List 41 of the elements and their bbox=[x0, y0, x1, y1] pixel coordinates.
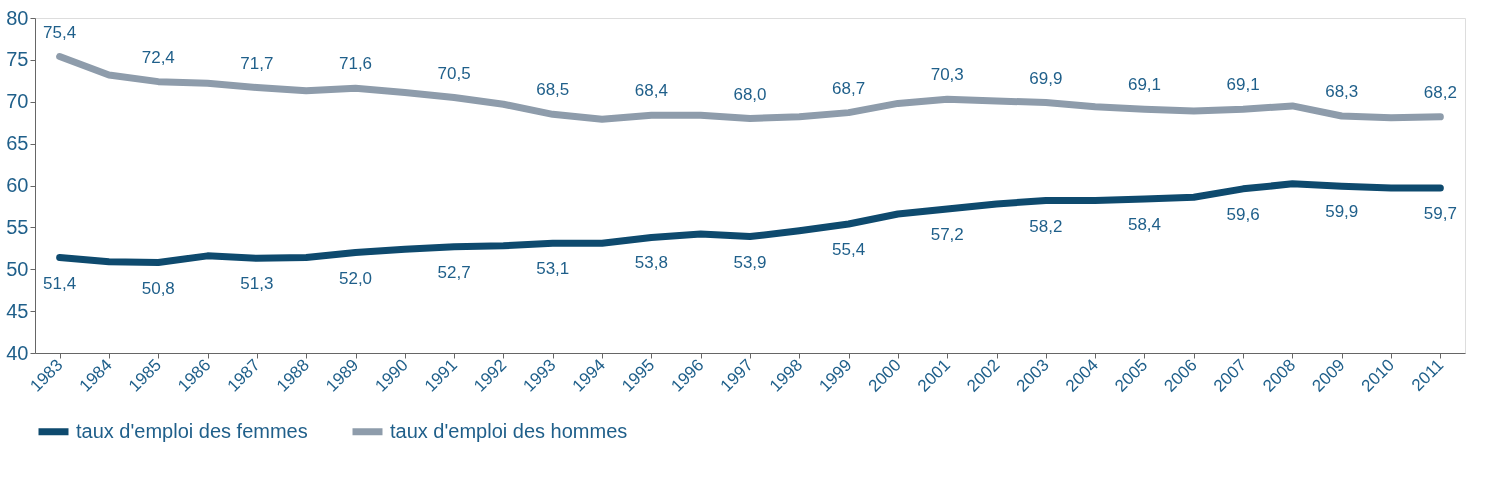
data-label: 68,0 bbox=[733, 84, 767, 104]
data-label: 68,4 bbox=[634, 81, 668, 101]
data-label: 71,7 bbox=[240, 53, 274, 73]
data-label: 70,5 bbox=[437, 63, 471, 83]
y-tick-label: 75 bbox=[6, 48, 29, 71]
data-label: 59,7 bbox=[1423, 204, 1457, 224]
y-tick-label: 55 bbox=[6, 215, 29, 238]
data-label: 53,9 bbox=[733, 252, 767, 272]
data-label: 55,4 bbox=[832, 240, 866, 260]
data-label: 52,0 bbox=[338, 268, 373, 288]
data-label: 71,6 bbox=[338, 54, 373, 74]
data-label: 68,3 bbox=[1325, 81, 1359, 101]
y-tick-label: 80 bbox=[6, 6, 29, 29]
data-label: 75,4 bbox=[43, 22, 77, 42]
legend-label: taux d'emploi des hommes bbox=[390, 419, 628, 442]
y-tick-label: 40 bbox=[6, 341, 29, 364]
data-label: 59,9 bbox=[1325, 202, 1359, 222]
data-label: 51,3 bbox=[240, 274, 274, 294]
data-label: 51,4 bbox=[43, 273, 77, 293]
y-tick-label: 60 bbox=[6, 174, 29, 196]
y-tick-label: 45 bbox=[6, 299, 29, 322]
data-label: 69,1 bbox=[1127, 75, 1162, 95]
data-label: 69,9 bbox=[1029, 68, 1063, 88]
data-label: 53,1 bbox=[536, 259, 570, 279]
data-label: 59,6 bbox=[1226, 204, 1260, 224]
y-tick-label: 65 bbox=[6, 132, 29, 155]
data-label: 70,3 bbox=[930, 65, 964, 85]
data-label: 68,2 bbox=[1423, 82, 1457, 102]
data-label: 53,8 bbox=[634, 253, 668, 273]
data-label: 68,5 bbox=[536, 80, 570, 100]
data-label: 50,8 bbox=[141, 278, 175, 298]
y-tick-label: 70 bbox=[6, 90, 29, 113]
legend-label: taux d'emploi des femmes bbox=[76, 419, 308, 442]
data-label: 58,2 bbox=[1029, 216, 1063, 236]
data-label: 52,7 bbox=[437, 262, 471, 282]
data-label: 58,4 bbox=[1127, 214, 1162, 234]
data-label: 72,4 bbox=[141, 47, 175, 67]
data-label: 68,7 bbox=[832, 78, 866, 98]
y-tick-label: 50 bbox=[6, 257, 29, 280]
data-label: 57,2 bbox=[930, 224, 964, 244]
data-label: 69,1 bbox=[1226, 75, 1260, 95]
